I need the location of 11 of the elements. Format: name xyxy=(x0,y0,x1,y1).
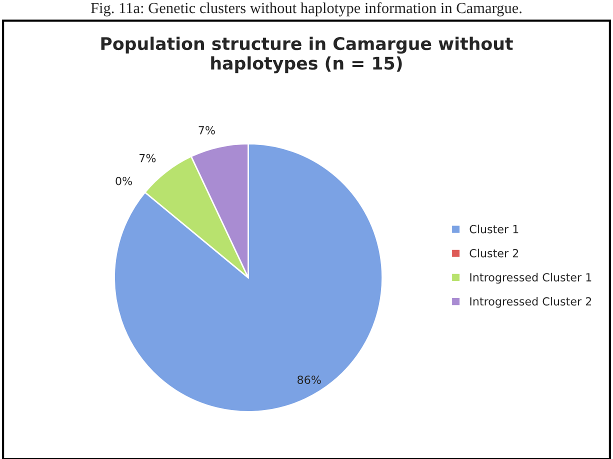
pie-slice xyxy=(114,142,383,412)
data-label: 7% xyxy=(198,126,215,134)
legend-label: Introgressed Cluster 1 xyxy=(470,272,592,284)
data-label: 7% xyxy=(140,154,156,162)
legend-label: Introgressed Cluster 2 xyxy=(470,296,592,308)
chart-title: Population structure in Camargue without haplotypes (n = 15) xyxy=(101,36,513,74)
text: 0% xyxy=(116,176,132,186)
legend-label: Cluster 2 xyxy=(470,248,518,258)
legend-label: Cluster 1 xyxy=(470,224,518,234)
caption: Fig. 11a: Genetic clusters without haplotype information in Camargue. xyxy=(90,2,522,16)
data-label: 86% xyxy=(298,376,321,384)
